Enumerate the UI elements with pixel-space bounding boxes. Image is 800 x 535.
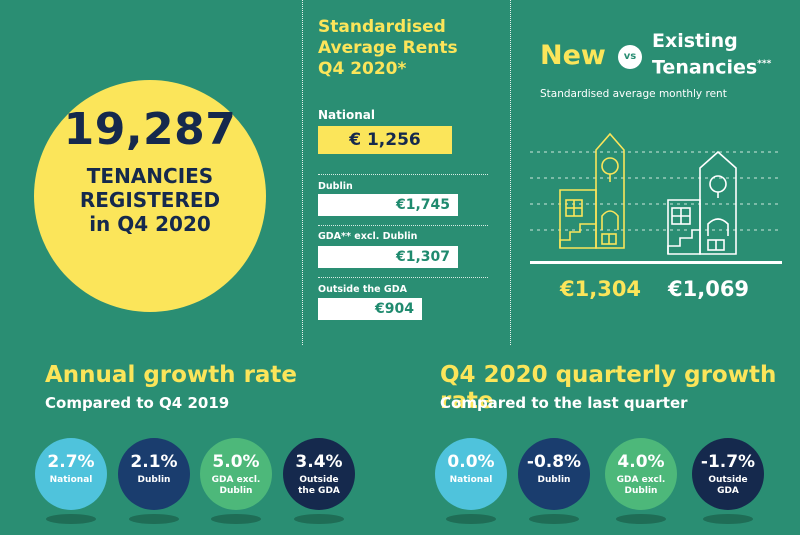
quarterly-value-national: 0.0% (447, 452, 495, 472)
rent-value-dublin: €1,745 (318, 194, 458, 216)
rent-label-gda-excl-dublin: GDA** excl. Dublin (318, 231, 418, 242)
circle-shadow (46, 514, 96, 524)
annual-value-outside-gda: 3.4% (295, 452, 343, 472)
existing-label-line1: Existing (652, 30, 738, 52)
existing-label: Existing Tenancies*** (652, 30, 771, 79)
tenancies-line3: in Q4 2020 (89, 212, 211, 236)
existing-footnote-mark: *** (757, 59, 772, 69)
rent-value-gda-excl-dublin: €1,307 (318, 246, 458, 268)
rent-label-outside-gda: Outside the GDA (318, 284, 407, 295)
circle-shadow (529, 514, 579, 524)
new-label: New (540, 40, 606, 71)
quarterly-circle-outside-gda: -1.7% Outside GDA (692, 438, 764, 510)
quarterly-label-national: National (449, 475, 493, 485)
annual-growth-title: Annual growth rate (45, 362, 298, 388)
guide-lines (530, 151, 782, 231)
tenancies-line2: REGISTERED (79, 188, 221, 212)
new-tenancy-rent: €1,304 (560, 277, 642, 301)
annual-circle-outside-gda: 3.4% Outside the GDA (283, 438, 355, 510)
rent-value-national: € 1,256 (318, 126, 452, 154)
divider-left (302, 0, 303, 345)
circle-shadow (616, 514, 666, 524)
quarterly-label-gda-excl-dublin: GDA excl. Dublin (616, 475, 666, 496)
quarterly-growth-subtitle: Compared to the last quarter (440, 394, 688, 412)
quarterly-circle-dublin: -0.8% Dublin (518, 438, 590, 510)
circle-shadow (129, 514, 179, 524)
rent-value-outside-gda: €904 (318, 298, 422, 320)
rent-separator (318, 225, 488, 226)
rents-title-line2: Average Rents (318, 38, 458, 58)
quarterly-label-outside-gda: Outside GDA (708, 475, 748, 496)
annual-label-national: National (49, 475, 93, 485)
annual-circle-national: 2.7% National (35, 438, 107, 510)
annual-growth-subtitle: Compared to Q4 2019 (45, 394, 230, 412)
quarterly-circle-gda-excl-dublin: 4.0% GDA excl. Dublin (605, 438, 677, 510)
new-house-icon (559, 132, 625, 249)
annual-label-outside-gda: Outside the GDA (298, 475, 340, 496)
annual-label-dublin: Dublin (137, 475, 171, 485)
quarterly-value-gda-excl-dublin: 4.0% (617, 452, 665, 472)
annual-value-national: 2.7% (47, 452, 95, 472)
divider-right (510, 0, 511, 345)
ground-line (530, 261, 782, 264)
annual-value-gda-excl-dublin: 5.0% (212, 452, 260, 472)
vs-badge: vs (618, 45, 642, 69)
quarterly-value-dublin: -0.8% (526, 452, 582, 472)
quarterly-value-outside-gda: -1.7% (700, 452, 756, 472)
circle-shadow (703, 514, 753, 524)
rent-label-national: National (318, 108, 375, 122)
tenancies-circle: 19,287 TENANCIES REGISTERED in Q4 2020 (34, 80, 266, 312)
tenancies-number: 19,287 (63, 104, 237, 155)
rents-title-line1: Standardised (318, 17, 446, 37)
quarterly-growth-title: Q4 2020 quarterly growth rate (440, 362, 777, 414)
rents-title-line3: Q4 2020* (318, 59, 407, 79)
quarterly-circle-national: 0.0% National (435, 438, 507, 510)
circle-shadow (211, 514, 261, 524)
annual-circle-dublin: 2.1% Dublin (118, 438, 190, 510)
tenancies-line1: TENANCIES (86, 164, 214, 188)
rent-separator (318, 277, 488, 278)
quarterly-label-dublin: Dublin (537, 475, 571, 485)
existing-house-icon (667, 150, 737, 255)
circle-shadow (294, 514, 344, 524)
houses-illustration (530, 132, 782, 264)
annual-circle-gda-excl-dublin: 5.0% GDA excl. Dublin (200, 438, 272, 510)
existing-label-line2: Tenancies (652, 56, 758, 79)
rent-separator (318, 174, 488, 175)
circle-shadow (446, 514, 496, 524)
existing-tenancy-rent: €1,069 (668, 277, 750, 301)
new-vs-existing-subtitle: Standardised average monthly rent (540, 88, 727, 100)
annual-label-gda-excl-dublin: GDA excl. Dublin (211, 475, 261, 496)
rents-title: Standardised Average Rents Q4 2020* (318, 17, 498, 80)
rent-label-dublin: Dublin (318, 181, 353, 192)
annual-value-dublin: 2.1% (130, 452, 178, 472)
